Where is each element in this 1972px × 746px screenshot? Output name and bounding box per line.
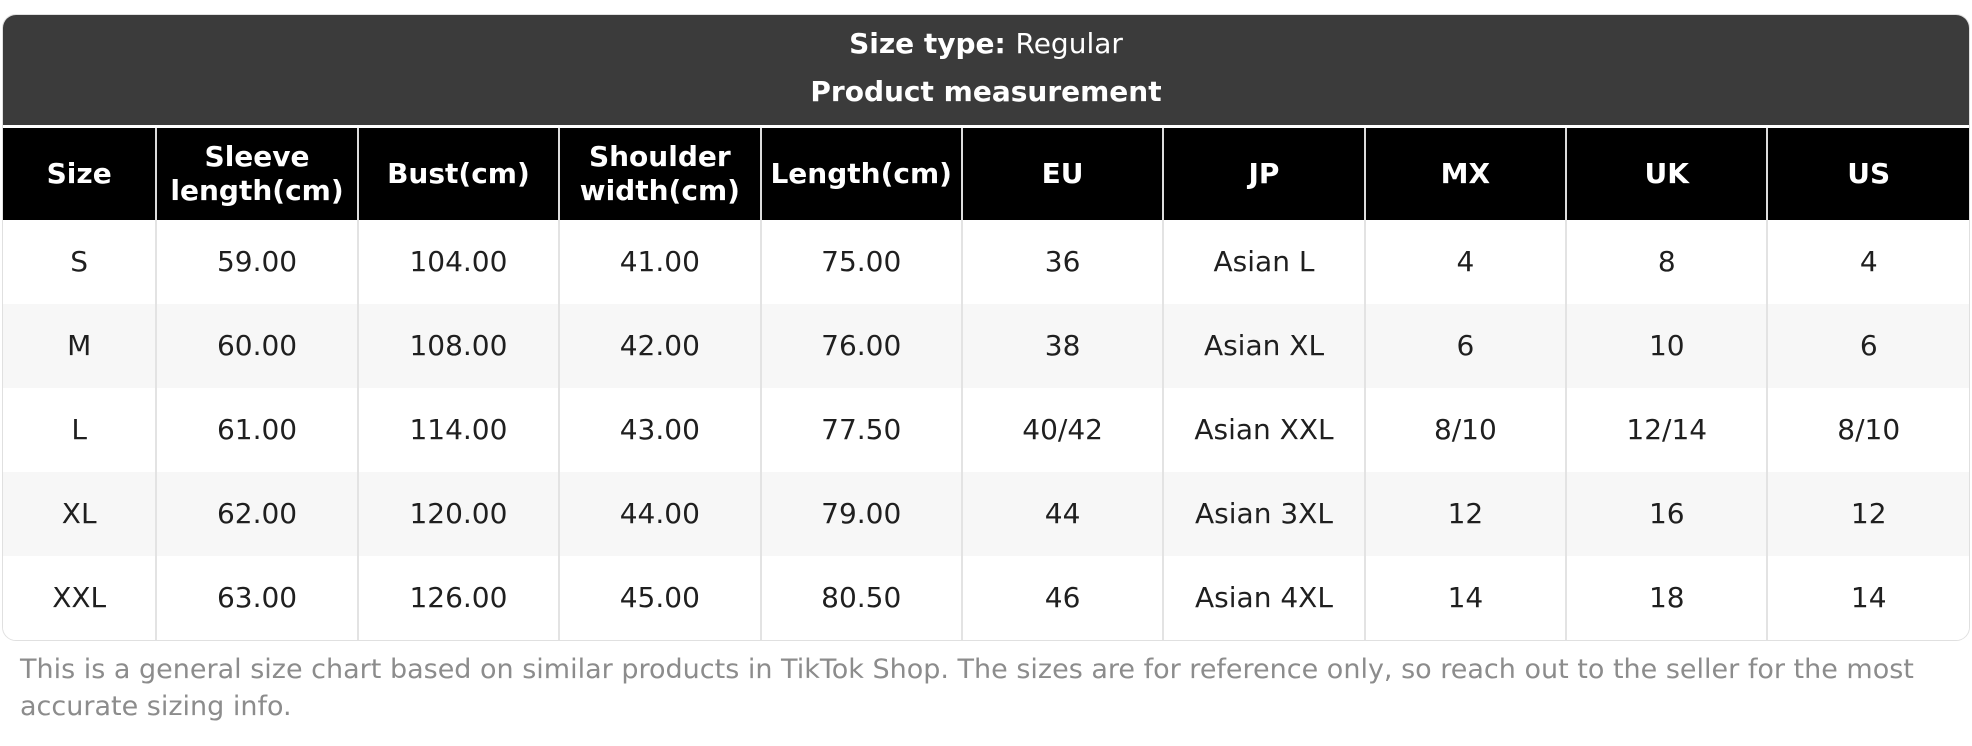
table-row: XL 62.00 120.00 44.00 79.00 44 Asian 3XL 12 16 12	[3, 472, 1969, 556]
header-row: Size Sleeve length(cm) Bust(cm) Shoulder…	[3, 128, 1969, 220]
measurement-cell: 14	[1364, 556, 1568, 640]
measurement-cell: 8	[1566, 220, 1769, 304]
column-header-eu: EU	[961, 128, 1165, 220]
measurement-cell: 36	[961, 220, 1165, 304]
measurement-cell: 16	[1566, 472, 1769, 556]
measurement-cell: 104.00	[357, 220, 561, 304]
measurement-cell: 45.00	[559, 556, 762, 640]
size-chart-disclaimer: This is a general size chart based on si…	[20, 654, 1914, 722]
measurement-cell: Asian XXL	[1163, 388, 1366, 472]
column-header-us: US	[1767, 128, 1969, 220]
size-chart-title-bar: Size type: Regular Product measurement	[3, 15, 1969, 125]
column-header-jp: JP	[1163, 128, 1366, 220]
measurement-cell: 6	[1364, 304, 1568, 388]
measurement-cell: 43.00	[559, 388, 762, 472]
measurement-cell: 76.00	[760, 304, 963, 388]
size-table-body: S 59.00 104.00 41.00 75.00 36 Asian L 4 8 4 M 60.00…	[3, 220, 1969, 640]
measurement-cell: 12/14	[1566, 388, 1769, 472]
measurement-cell: Asian L	[1163, 220, 1366, 304]
measurement-cell: 63.00	[156, 556, 359, 640]
size-label-cell: XXL	[3, 556, 158, 640]
table-row: XXL 63.00 126.00 45.00 80.50 46 Asian 4XL 14 18 1…	[3, 556, 1969, 640]
column-header-size: Size	[3, 128, 158, 220]
size-label-cell: L	[3, 388, 158, 472]
measurement-cell: 108.00	[357, 304, 561, 388]
measurement-cell: 46	[961, 556, 1165, 640]
measurement-cell: 61.00	[156, 388, 359, 472]
measurement-cell: 18	[1566, 556, 1769, 640]
measurement-cell: 75.00	[760, 220, 963, 304]
column-header-mx: MX	[1364, 128, 1568, 220]
measurement-cell: 38	[961, 304, 1165, 388]
measurement-cell: Asian XL	[1163, 304, 1366, 388]
product-measurement-title: Product measurement	[810, 75, 1162, 108]
size-type-value: Regular	[1015, 27, 1123, 60]
measurement-cell: 41.00	[559, 220, 762, 304]
measurement-cell: 40/42	[961, 388, 1165, 472]
size-table: Size Sleeve length(cm) Bust(cm) Shoulder…	[3, 128, 1969, 640]
size-chart-card: Size type: Regular Product measurement S…	[2, 14, 1970, 641]
table-row: M 60.00 108.00 42.00 76.00 38 Asian XL 6 10 6	[3, 304, 1969, 388]
measurement-cell: 42.00	[559, 304, 762, 388]
measurement-cell: 12	[1767, 472, 1969, 556]
measurement-cell: 126.00	[357, 556, 561, 640]
measurement-cell: 79.00	[760, 472, 963, 556]
measurement-cell: 8/10	[1364, 388, 1568, 472]
measurement-cell: 59.00	[156, 220, 359, 304]
measurement-cell: 120.00	[357, 472, 561, 556]
measurement-cell: 8/10	[1767, 388, 1969, 472]
measurement-cell: Asian 3XL	[1163, 472, 1366, 556]
measurement-cell: 4	[1767, 220, 1969, 304]
table-row: L 61.00 114.00 43.00 77.50 40/42 Asian XXL 8/10…	[3, 388, 1969, 472]
size-table-header: Size Sleeve length(cm) Bust(cm) Shoulder…	[3, 128, 1969, 220]
measurement-cell: 80.50	[760, 556, 963, 640]
measurement-cell: 77.50	[760, 388, 963, 472]
size-label-cell: S	[3, 220, 158, 304]
measurement-cell: 44.00	[559, 472, 762, 556]
measurement-cell: 4	[1364, 220, 1568, 304]
measurement-cell: 114.00	[357, 388, 561, 472]
size-type-label: Size type:	[849, 27, 1016, 60]
column-header-sleeve-length: Sleeve length(cm)	[156, 128, 359, 220]
column-header-shoulder-width: Shoulder width(cm)	[559, 128, 762, 220]
column-header-uk: UK	[1566, 128, 1769, 220]
measurement-cell: 6	[1767, 304, 1969, 388]
measurement-cell: 12	[1364, 472, 1568, 556]
column-header-length: Length(cm)	[760, 128, 963, 220]
size-label-cell: XL	[3, 472, 158, 556]
measurement-cell: 10	[1566, 304, 1769, 388]
measurement-cell: 14	[1767, 556, 1969, 640]
size-type-line: Size type: Regular	[3, 27, 1969, 61]
measurement-cell: 44	[961, 472, 1165, 556]
measurement-cell: 60.00	[156, 304, 359, 388]
measurement-cell: 62.00	[156, 472, 359, 556]
column-header-bust: Bust(cm)	[357, 128, 561, 220]
size-label-cell: M	[3, 304, 158, 388]
measurement-cell: Asian 4XL	[1163, 556, 1366, 640]
